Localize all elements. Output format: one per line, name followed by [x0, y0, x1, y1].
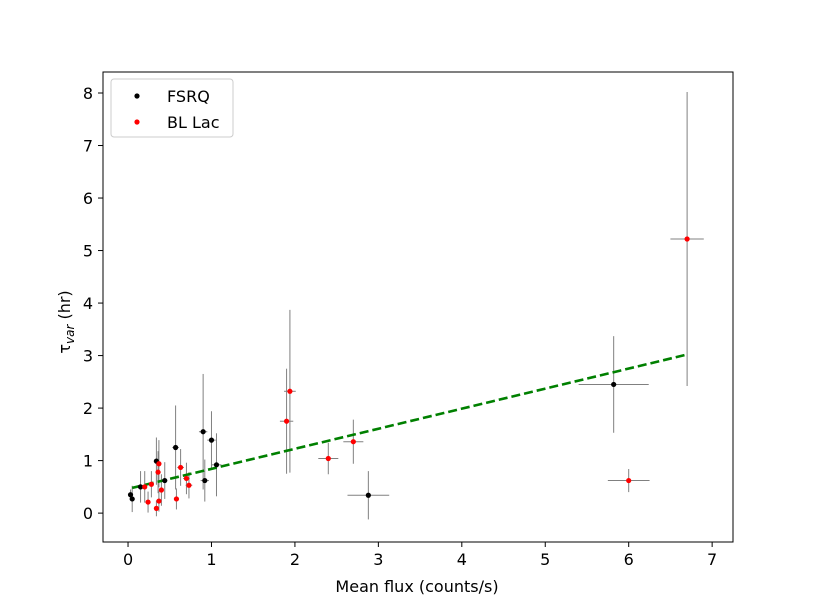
data-point-bl-lac	[186, 482, 192, 488]
y-axis-label-symbol: τ	[55, 344, 74, 354]
x-tick-label: 1	[206, 550, 216, 569]
data-point-fsrq	[365, 492, 371, 498]
legend-marker-fsrq	[134, 93, 140, 99]
x-axis-label: Mean flux (counts/s)	[335, 577, 498, 596]
legend-box	[110, 78, 234, 138]
y-tick-label: 7	[83, 137, 93, 156]
fit-line-group	[131, 353, 688, 490]
data-point-fsrq	[200, 429, 206, 435]
x-tick-label: 2	[290, 550, 300, 569]
x-tick-label: 3	[373, 550, 383, 569]
data-point-fsrq	[202, 477, 208, 484]
data-point-bl-lac	[350, 439, 356, 445]
axes-frame	[102, 71, 734, 543]
legend-label-bl-lac: BL Lac	[167, 113, 220, 132]
data-point-bl-lac	[283, 418, 290, 424]
data-point-bl-lac	[178, 464, 184, 471]
data-point-bl-lac	[156, 498, 162, 504]
data-point-bl-lac	[158, 487, 165, 493]
y-axis-label: τvar (hr)	[55, 290, 77, 353]
y-tick-label: 1	[83, 452, 93, 471]
y-tick-label: 6	[83, 189, 93, 208]
x-axis-ticks: 0 1 2 3 4 5 6 7	[123, 542, 717, 569]
data-point-bl-lac	[684, 236, 690, 242]
y-tick-label: 3	[83, 347, 93, 366]
x-tick-label: 4	[457, 550, 467, 569]
plot-area	[127, 91, 704, 520]
data-point-bl-lac	[155, 469, 161, 475]
y-tick-label: 8	[83, 84, 93, 103]
data-point-bl-lac	[145, 499, 151, 505]
data-point-fsrq	[213, 462, 220, 468]
data-point-bl-lac	[173, 496, 180, 502]
data-point-bl-lac	[156, 461, 162, 467]
legend-label-fsrq: FSRQ	[167, 87, 210, 106]
x-tick-label: 6	[624, 550, 634, 569]
data-point-fsrq	[611, 381, 617, 388]
y-tick-label: 0	[83, 504, 93, 523]
data-point-bl-lac	[148, 481, 154, 487]
x-tick-label: 0	[123, 550, 133, 569]
error-bars	[129, 91, 704, 520]
y-axis-label-subscript: var	[63, 324, 77, 344]
fit-line	[131, 353, 688, 490]
data-point-bl-lac	[142, 484, 148, 490]
y-tick-label: 2	[83, 399, 93, 418]
data-point-bl-lac	[325, 455, 331, 462]
legend-marker-bl-lac	[134, 119, 140, 125]
legend: FSRQ BL Lac	[110, 78, 234, 138]
data-point-fsrq	[162, 477, 168, 484]
data-point-fsrq	[137, 484, 144, 490]
data-points	[127, 236, 690, 511]
data-point-fsrq	[127, 492, 134, 498]
y-tick-label: 5	[83, 242, 93, 261]
data-point-bl-lac	[183, 475, 190, 482]
x-tick-label: 5	[540, 550, 550, 569]
y-axis-label-unit: (hr)	[55, 290, 74, 324]
y-tick-label: 4	[83, 294, 93, 313]
data-point-bl-lac	[287, 388, 293, 394]
y-axis-ticks: 0 1 2 3 4 5 6 7 8	[83, 84, 103, 523]
x-tick-label: 7	[707, 550, 717, 569]
data-point-bl-lac	[153, 505, 160, 511]
data-point-fsrq	[172, 444, 179, 451]
data-point-bl-lac	[626, 477, 632, 484]
data-point-fsrq	[208, 437, 215, 443]
data-point-fsrq	[129, 496, 135, 502]
